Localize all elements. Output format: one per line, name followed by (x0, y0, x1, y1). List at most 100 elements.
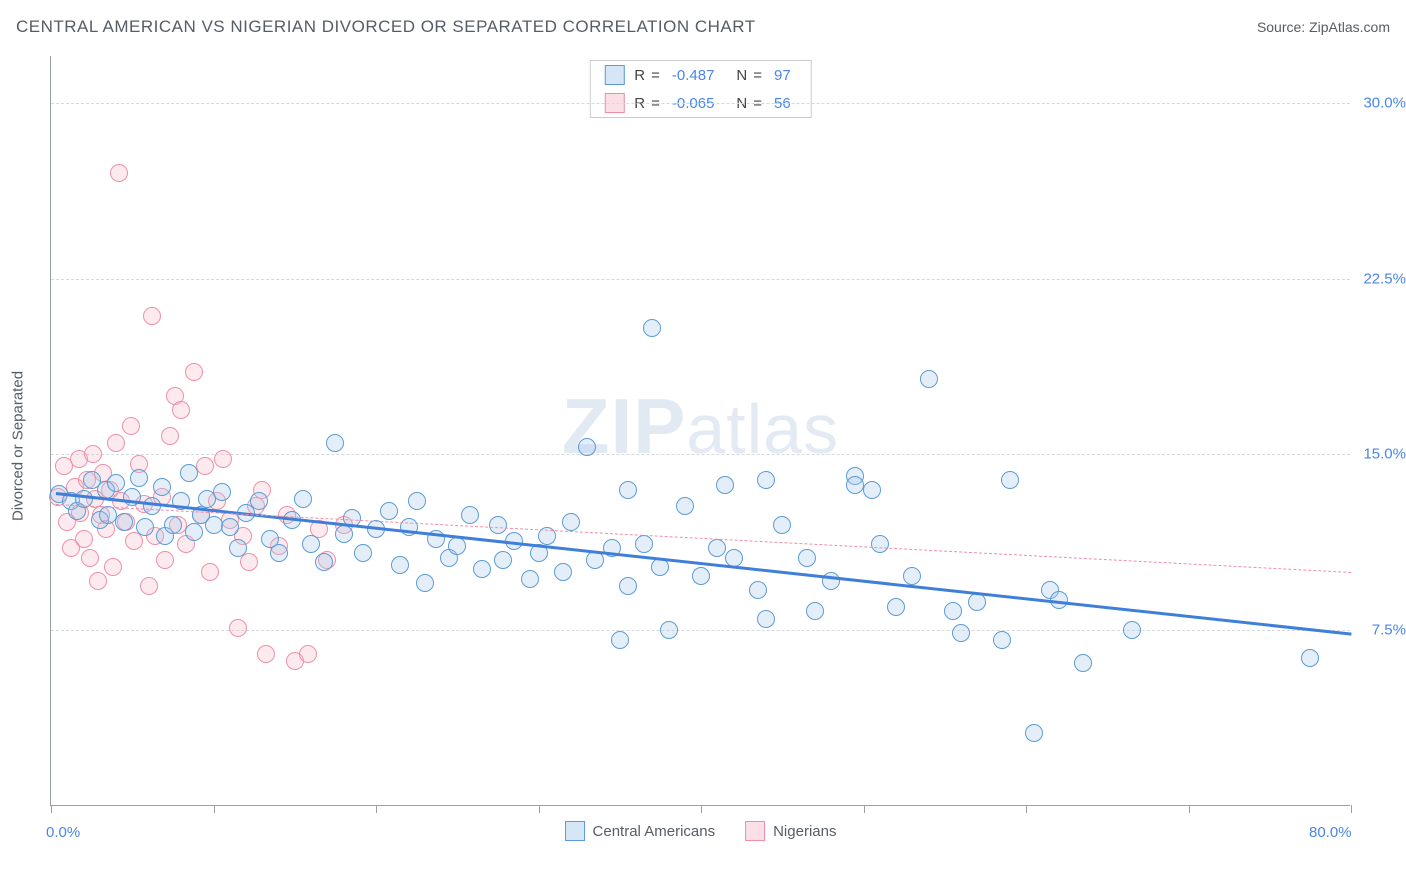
scatter-point (757, 610, 775, 628)
source-attribution: Source: ZipAtlas.com (1257, 19, 1390, 35)
scatter-point (354, 544, 372, 562)
scatter-point (391, 556, 409, 574)
scatter-point (708, 539, 726, 557)
scatter-point (299, 645, 317, 663)
x-tick (1189, 805, 1190, 813)
scatter-point (692, 567, 710, 585)
scatter-point (1301, 649, 1319, 667)
scatter-point (461, 506, 479, 524)
scatter-point (952, 624, 970, 642)
grid-line (51, 279, 1350, 280)
scatter-point (903, 567, 921, 585)
stat-r-label: R (634, 67, 645, 84)
scatter-point (993, 631, 1011, 649)
scatter-point (619, 481, 637, 499)
scatter-point (270, 544, 288, 562)
scatter-point (448, 537, 466, 555)
y-tick-label: 7.5% (1372, 622, 1406, 639)
stat-r-value: -0.487 (672, 67, 715, 84)
stats-row: R=-0.487N=97 (590, 61, 810, 89)
scatter-point (302, 535, 320, 553)
scatter-point (140, 577, 158, 595)
scatter-point (920, 370, 938, 388)
scatter-point (643, 319, 661, 337)
scatter-point (110, 164, 128, 182)
scatter-point (521, 570, 539, 588)
scatter-point (725, 549, 743, 567)
scatter-point (773, 516, 791, 534)
y-tick-label: 22.5% (1363, 270, 1406, 287)
scatter-point (185, 363, 203, 381)
grid-line (51, 103, 1350, 104)
scatter-point (214, 450, 232, 468)
scatter-point (107, 434, 125, 452)
y-axis-label: Divorced or Separated (10, 371, 27, 521)
scatter-point (84, 445, 102, 463)
y-tick-label: 30.0% (1363, 94, 1406, 111)
scatter-point (156, 551, 174, 569)
scatter-point (380, 502, 398, 520)
legend-swatch (745, 821, 765, 841)
scatter-point (887, 598, 905, 616)
scatter-point (489, 516, 507, 534)
x-tick (701, 805, 702, 813)
x-tick (539, 805, 540, 813)
x-axis-label: 0.0% (46, 824, 80, 841)
scatter-point (213, 483, 231, 501)
scatter-point (153, 478, 171, 496)
scatter-point (107, 474, 125, 492)
scatter-point (172, 401, 190, 419)
watermark: ZIPatlas (562, 380, 839, 471)
scatter-point (1025, 724, 1043, 742)
scatter-point (944, 602, 962, 620)
scatter-point (185, 523, 203, 541)
scatter-point (294, 490, 312, 508)
legend-label: Nigerians (773, 823, 836, 840)
legend-swatch (604, 65, 624, 85)
scatter-point (716, 476, 734, 494)
scatter-point (257, 645, 275, 663)
scatter-point (473, 560, 491, 578)
scatter-point (335, 525, 353, 543)
scatter-point (1074, 654, 1092, 672)
scatter-point (1123, 621, 1141, 639)
legend-item: Nigerians (745, 821, 836, 841)
stat-n-label: N (736, 67, 747, 84)
chart-container: CENTRAL AMERICAN VS NIGERIAN DIVORCED OR… (0, 0, 1406, 892)
legend-item: Central Americans (565, 821, 716, 841)
plot-area: ZIPatlas R=-0.487N=97R=-0.065N=56 Centra… (50, 56, 1350, 806)
x-tick (864, 805, 865, 813)
scatter-point (75, 530, 93, 548)
y-tick-label: 15.0% (1363, 446, 1406, 463)
scatter-point (81, 549, 99, 567)
scatter-point (416, 574, 434, 592)
scatter-point (164, 516, 182, 534)
scatter-point (871, 535, 889, 553)
scatter-point (104, 558, 122, 576)
scatter-point (408, 492, 426, 510)
scatter-point (326, 434, 344, 452)
scatter-point (494, 551, 512, 569)
scatter-point (196, 457, 214, 475)
source-name: ZipAtlas.com (1309, 19, 1390, 35)
scatter-point (578, 438, 596, 456)
scatter-point (676, 497, 694, 515)
x-tick (1351, 805, 1352, 813)
scatter-point (130, 469, 148, 487)
scatter-point (554, 563, 572, 581)
scatter-point (205, 516, 223, 534)
scatter-point (115, 513, 133, 531)
x-tick (214, 805, 215, 813)
scatter-point (863, 481, 881, 499)
stats-legend: R=-0.487N=97R=-0.065N=56 (589, 60, 811, 118)
scatter-point (143, 307, 161, 325)
scatter-point (229, 539, 247, 557)
x-axis-label: 80.0% (1309, 824, 1352, 841)
scatter-point (315, 553, 333, 571)
legend-swatch (565, 821, 585, 841)
watermark-light: atlas (686, 389, 839, 467)
grid-line (51, 454, 1350, 455)
scatter-point (89, 572, 107, 590)
scatter-point (660, 621, 678, 639)
chart-title: CENTRAL AMERICAN VS NIGERIAN DIVORCED OR… (16, 17, 756, 37)
